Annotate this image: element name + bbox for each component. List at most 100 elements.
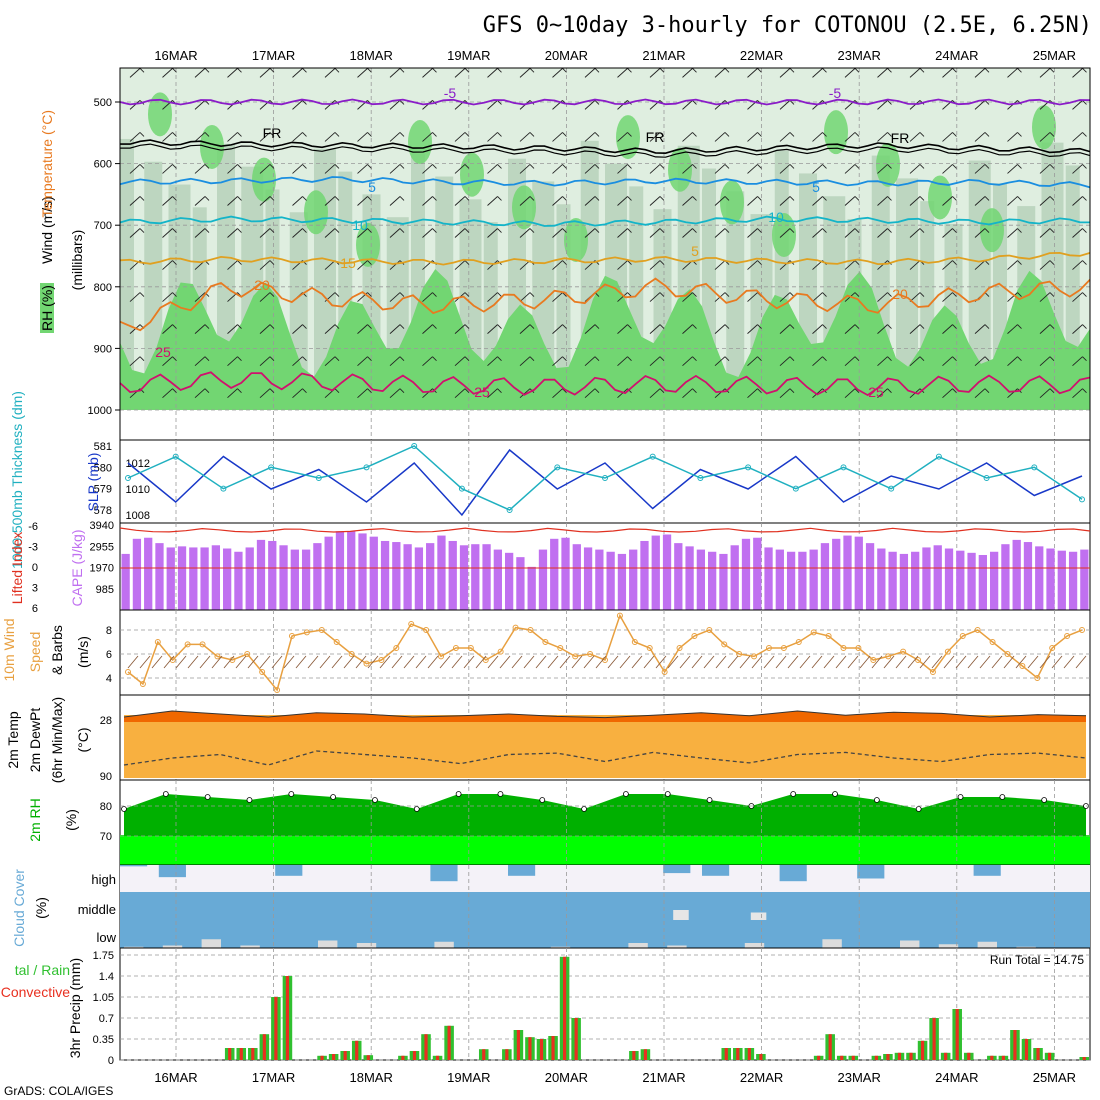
wind-barb: [812, 292, 823, 302]
wind-barb: [877, 132, 888, 142]
wind10m-line-marker: [1004, 651, 1011, 657]
cape-bar: [234, 551, 243, 610]
wind10m-line-marker: [542, 639, 549, 645]
cape-bar: [550, 538, 559, 610]
wind10m-line-marker: [1064, 633, 1071, 639]
precip-convective-bar: [366, 1055, 370, 1060]
wind-barb-flag: [789, 68, 795, 73]
wind-barb: [292, 196, 303, 206]
wind10m-line-marker: [631, 639, 638, 645]
wind-barb-flag: [302, 356, 307, 361]
wind-barb: [1007, 68, 1018, 78]
wind10m-barb: [847, 655, 859, 669]
precip-convective-bar: [1082, 1057, 1086, 1060]
wind10m-barb: [799, 655, 811, 669]
wind-barb-flag: [464, 324, 470, 329]
wind10m-line-marker: [467, 645, 474, 651]
wind-barb-flag: [659, 356, 665, 361]
wind-barb: [812, 228, 823, 238]
wind-barb-flag: [334, 132, 340, 137]
wind-barb-flag: [887, 68, 892, 73]
wind-barb-flag: [984, 292, 990, 297]
wind-barb-flag: [659, 68, 665, 73]
wind-barb-flag: [562, 356, 567, 361]
wind-barb-flag: [724, 68, 730, 73]
rh-shade-blob: [720, 180, 744, 225]
wind-barb-flag: [854, 68, 860, 73]
slp-tick-label: 1012: [126, 458, 150, 470]
wind-barb: [844, 132, 856, 142]
cape-bar: [437, 535, 446, 610]
wind-barb-flag: [692, 132, 697, 137]
wind-barb: [519, 228, 531, 238]
ylabel-temp-unit: (°C): [75, 727, 91, 752]
wind-barb: [454, 68, 466, 78]
thickness-frame: [119, 439, 1091, 524]
wind10m-barb: [223, 655, 235, 669]
wind10m-barb: [307, 655, 319, 669]
thickness-tick-label: 580: [94, 462, 112, 474]
wind-barb: [779, 388, 791, 399]
ylabel-2m-dewpt: 2m DewPt: [27, 708, 43, 773]
wind-barb: [357, 228, 368, 238]
cape-bar: [786, 551, 796, 610]
wind-barb-flag: [594, 68, 600, 73]
cape-tick-label: 1970: [90, 563, 114, 575]
cloud-high-bar: [508, 865, 536, 876]
wind-barb: [227, 388, 238, 399]
wind-barb-flag: [367, 132, 372, 137]
wind-barb-flag: [1082, 356, 1087, 361]
wind-barb: [519, 68, 531, 78]
wind-barb-flag: [497, 68, 502, 73]
rh-shade-blob: [460, 152, 484, 197]
wind-barb: [519, 356, 531, 366]
cape-bar: [629, 549, 638, 610]
wind-barb: [779, 292, 791, 302]
wind10m-line-marker: [378, 657, 385, 663]
wind10m-barb: [523, 655, 535, 669]
wind10m-line-marker: [303, 629, 310, 636]
ylabel-cape: CAPE (J/kg): [69, 529, 85, 606]
rh2m-marker: [873, 797, 880, 803]
precip-convective-bar: [482, 1049, 486, 1060]
date-label-bottom: 21MAR: [642, 1070, 685, 1085]
wind-barb: [259, 228, 271, 238]
wind-barb-flag: [757, 196, 762, 201]
wind-barb: [259, 68, 271, 78]
wind-barb-flag: [952, 196, 957, 201]
cape-bar: [527, 566, 536, 610]
wind10m-barb: [943, 655, 955, 669]
wind-barb-flag: [854, 196, 860, 201]
wind10m-line-marker: [348, 651, 355, 657]
wind10m-line-marker: [721, 641, 728, 648]
wind-barb: [454, 260, 466, 270]
temperature-contour: [119, 176, 1091, 189]
wind-barb: [194, 196, 206, 206]
date-label-top: 20MAR: [545, 48, 588, 63]
chart-title: GFS 0~10day 3-hourly for COTONOU (2.5E, …: [483, 13, 1092, 38]
cape-bar: [944, 548, 954, 610]
wind10m-barb: [931, 655, 943, 669]
cape-bar: [685, 546, 694, 610]
wind-barb: [682, 324, 693, 334]
wind-barb: [617, 196, 628, 206]
wind-barb-flag: [334, 356, 340, 361]
wind-barb-flag: [562, 68, 567, 73]
cape-bar: [189, 547, 198, 610]
contour-label: 25: [155, 344, 171, 360]
cloud-low-bar: [550, 946, 571, 948]
rh2m-marker: [915, 806, 922, 812]
cape-bar: [290, 549, 299, 610]
rh2m-marker: [706, 797, 713, 803]
wind-barb-flag: [854, 228, 860, 233]
wind10m-line-marker: [736, 651, 743, 657]
wind-barb: [552, 164, 563, 174]
wind-barb-flag: [139, 356, 145, 361]
wind-barb-flag: [984, 100, 990, 105]
wind10m-barb: [295, 655, 307, 669]
wind-barb: [779, 100, 791, 110]
wind-barb-flag: [1017, 292, 1022, 297]
wind-barb: [617, 132, 628, 142]
wind-barb-flag: [1082, 292, 1087, 297]
